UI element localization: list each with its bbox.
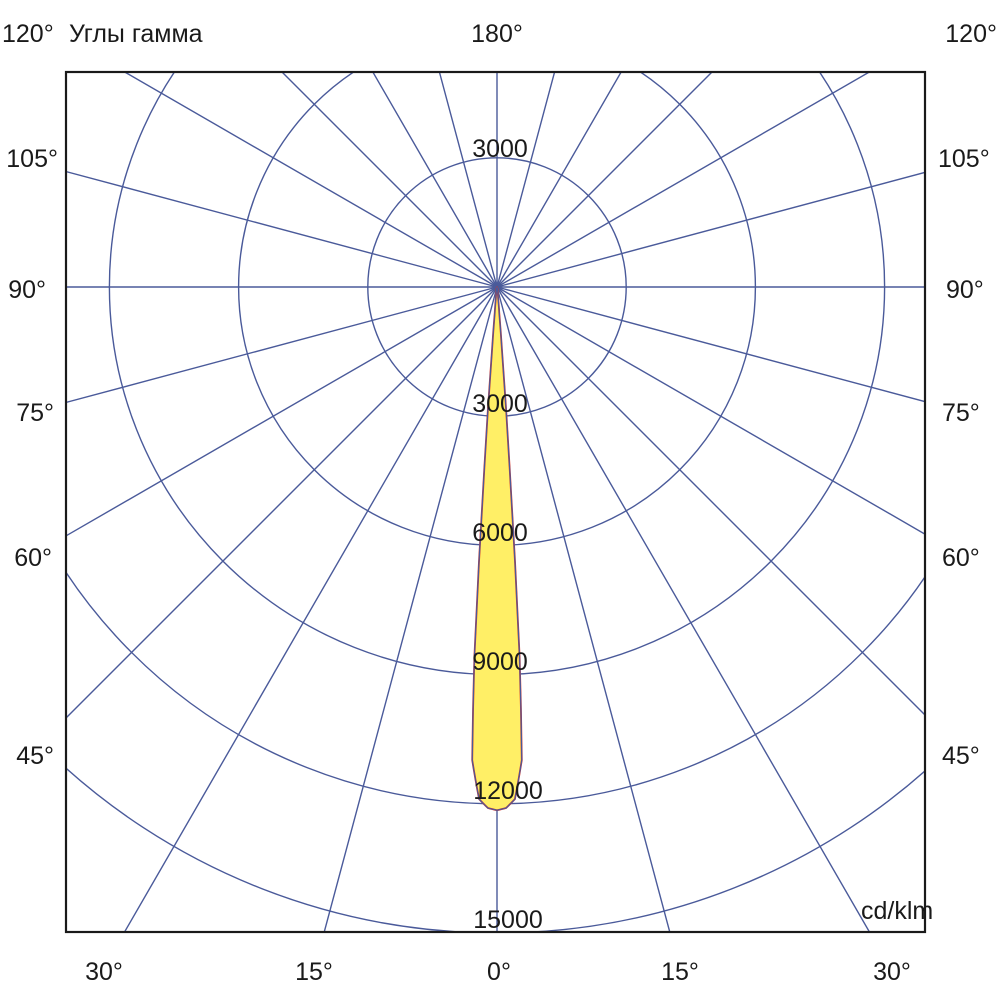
axis-label-left-75: 75° [16, 399, 54, 427]
axis-label-right-90: 90° [946, 276, 984, 304]
grid-spoke-300 [66, 286, 498, 537]
grid-spoke-15 [496, 286, 671, 932]
grid-spoke-60 [496, 286, 925, 535]
axis-label-bottom-15-right: 15° [661, 958, 699, 986]
ring-label-3000: 3000 [472, 390, 528, 418]
bottom-axis-labels: 30° 15° 0° 15° 30° [85, 958, 911, 986]
unit-label: cd/klm [861, 897, 933, 925]
ring-label-15000: 15000 [473, 906, 543, 934]
grid-spoke-345 [323, 286, 498, 932]
ring-label-3000-upper: 3000 [472, 135, 528, 163]
grid-spoke-285 [66, 286, 498, 404]
right-axis-labels: 105° 90° 75° 60° 45° [938, 145, 990, 770]
ring-labels: 3000 3000 6000 9000 12000 15000 [472, 135, 543, 934]
grid-spoke-240 [123, 72, 498, 288]
grid-spoke-45 [496, 286, 925, 716]
grid-spoke-315 [66, 286, 498, 719]
grid-spoke-150 [496, 72, 622, 288]
axis-label-top-center-180: 180° [471, 20, 523, 48]
grid-spoke-135 [496, 72, 713, 288]
ring-label-6000: 6000 [472, 519, 528, 547]
grid-spoke-225 [281, 72, 498, 288]
plot-frame [64, 70, 927, 934]
axis-label-right-60: 60° [942, 544, 980, 572]
grid-spoke-255 [66, 170, 498, 288]
grid-spoke-330 [123, 286, 498, 932]
axis-label-left-60: 60° [14, 544, 52, 572]
intensity-distribution [471, 286, 523, 812]
axis-label-right-105: 105° [938, 145, 990, 173]
page-title: Углы гамма [69, 20, 203, 48]
axis-label-top-left-120: 120° [2, 20, 54, 48]
ring-label-9000: 9000 [472, 648, 528, 676]
axis-label-right-75: 75° [942, 399, 980, 427]
grid-spoke-120 [496, 72, 871, 288]
axis-label-top-right-120: 120° [945, 20, 997, 48]
grid-spoke-30 [496, 286, 871, 932]
grid-spoke-195 [438, 72, 498, 288]
axis-label-right-45: 45° [942, 742, 980, 770]
grid-spoke-75 [496, 286, 925, 403]
intensity-curve-outline [471, 286, 523, 811]
axis-label-left-45: 45° [16, 742, 54, 770]
axis-label-bottom-0: 0° [487, 958, 511, 986]
axis-label-bottom-30-left: 30° [85, 958, 123, 986]
axis-label-bottom-30-right: 30° [873, 958, 911, 986]
axis-label-left-90: 90° [8, 276, 46, 304]
ring-label-12000: 12000 [473, 777, 543, 805]
left-axis-labels: 105° 90° 75° 60° 45° [6, 145, 58, 770]
grid-spoke-165 [496, 72, 556, 288]
axis-label-left-105: 105° [6, 145, 58, 173]
grid-spoke-105 [496, 171, 925, 288]
grid-spoke-210 [372, 72, 498, 288]
axis-label-bottom-15-left: 15° [295, 958, 333, 986]
